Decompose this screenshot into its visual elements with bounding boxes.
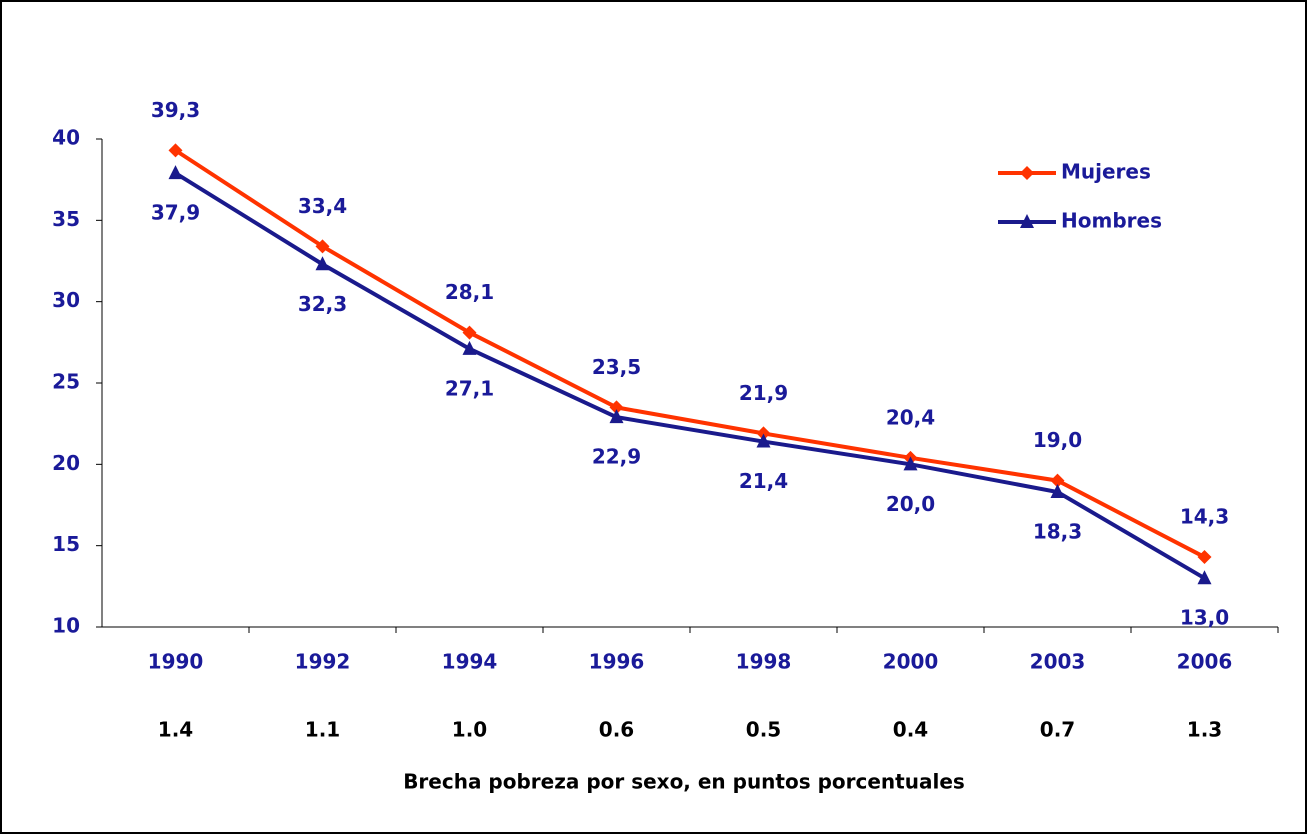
gap-label: 0.5	[746, 718, 781, 742]
data-label: 37,9	[151, 201, 200, 225]
legend-label: Mujeres	[1061, 160, 1151, 184]
data-point	[756, 426, 771, 441]
data-label: 22,9	[592, 445, 641, 469]
x-tick-label: 2000	[883, 650, 939, 674]
data-point	[462, 325, 477, 340]
y-tick-label: 20	[52, 451, 80, 475]
y-tick-label: 35	[52, 207, 80, 231]
data-label: 32,3	[298, 292, 347, 316]
data-label: 13,0	[1180, 606, 1229, 630]
x-tick-label: 2003	[1030, 650, 1086, 674]
x-tick-label: 1992	[295, 650, 351, 674]
data-point	[315, 256, 330, 271]
data-label: 33,4	[298, 194, 347, 218]
gap-label: 1.0	[452, 718, 487, 742]
x-tick-label: 1996	[589, 650, 645, 674]
gap-label: 1.3	[1187, 718, 1222, 742]
data-label: 20,4	[886, 405, 935, 429]
data-point	[609, 409, 624, 424]
gap-label: 1.4	[158, 718, 193, 742]
series-line	[174, 171, 1206, 580]
y-tick-label: 25	[52, 370, 80, 394]
data-label: 21,4	[739, 469, 788, 493]
gap-label: 0.6	[599, 718, 634, 742]
data-label: 14,3	[1180, 505, 1229, 529]
gap-label: 0.4	[893, 718, 928, 742]
gap-title: Brecha pobreza por sexo, en puntos porce…	[403, 770, 965, 794]
data-label: 27,1	[445, 376, 494, 400]
data-point	[609, 400, 624, 415]
data-label: 23,5	[592, 355, 641, 379]
data-label: 18,3	[1033, 519, 1082, 543]
data-label: 28,1	[445, 280, 494, 304]
data-label: 39,3	[151, 98, 200, 122]
y-tick-label: 15	[52, 532, 80, 556]
x-tick-label: 2006	[1177, 650, 1233, 674]
data-point	[168, 165, 183, 180]
data-point	[315, 239, 330, 254]
y-tick-label: 10	[52, 614, 80, 638]
data-point	[903, 456, 918, 471]
legend-label: Hombres	[1061, 209, 1162, 233]
y-tick-label: 40	[52, 126, 80, 150]
data-point	[168, 143, 183, 158]
y-tick-label: 30	[52, 288, 80, 312]
data-point	[1050, 473, 1065, 488]
x-tick-label: 1998	[736, 650, 792, 674]
data-point	[462, 340, 477, 355]
data-label: 19,0	[1033, 428, 1082, 452]
data-point	[756, 433, 771, 448]
x-tick-label: 1994	[442, 650, 498, 674]
data-point	[1050, 483, 1065, 498]
gap-label: 1.1	[305, 718, 340, 742]
data-point	[1197, 550, 1212, 565]
data-point	[1197, 570, 1212, 585]
series-line	[174, 148, 1206, 559]
data-label: 21,9	[739, 381, 788, 405]
gap-label: 0.7	[1040, 718, 1075, 742]
legend-marker	[1020, 166, 1034, 180]
legend-marker	[1020, 214, 1034, 228]
data-label: 20,0	[886, 492, 935, 516]
x-tick-label: 1990	[148, 650, 204, 674]
